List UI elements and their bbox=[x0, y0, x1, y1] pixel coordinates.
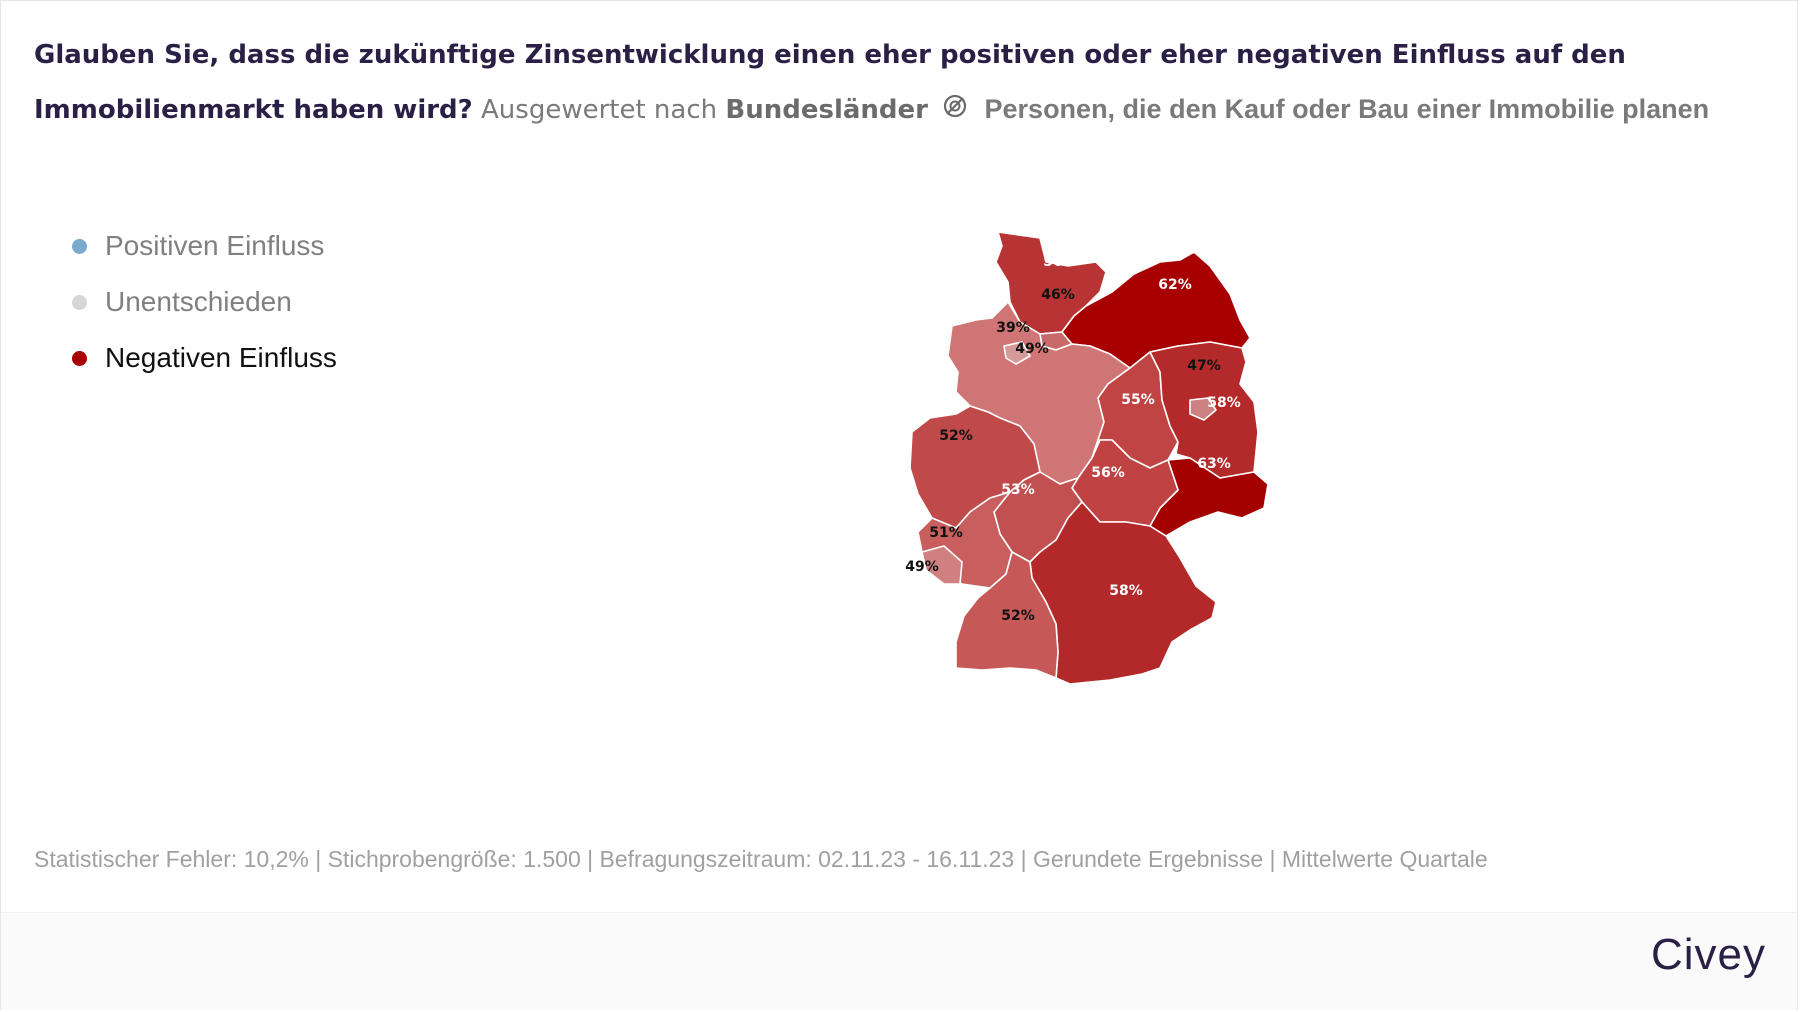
value-rheinland-pfalz: 51% bbox=[929, 525, 963, 541]
legend: Positiven Einfluss Unentschieden Negativ… bbox=[72, 218, 337, 386]
legend-item-negative[interactable]: Negativen Einfluss bbox=[72, 330, 337, 386]
value-schleswig-holstein: 56% bbox=[1043, 254, 1077, 270]
footer-bar bbox=[1, 912, 1797, 1010]
region-saarland[interactable] bbox=[921, 545, 963, 585]
footnote: Statistischer Fehler: 10,2% | Stichprobe… bbox=[34, 846, 1488, 872]
value-bayern: 58% bbox=[1109, 583, 1143, 599]
filter-text[interactable]: Personen, die den Kauf oder Bau einer Im… bbox=[984, 94, 1710, 124]
region-bremen[interactable] bbox=[1003, 341, 1031, 365]
legend-item-undecided[interactable]: Unentschieden bbox=[72, 274, 337, 330]
value-brandenburg: 58% bbox=[1207, 395, 1241, 411]
filter-icon bbox=[942, 84, 968, 138]
value-niedersachsen: 49% bbox=[1015, 341, 1049, 357]
value-nordrhein-westfalen: 52% bbox=[939, 428, 973, 444]
legend-dot bbox=[72, 350, 87, 366]
value-sachsen-anhalt: 55% bbox=[1121, 392, 1155, 408]
legend-dot bbox=[72, 238, 87, 254]
grouping-label: Ausgewertet nach bbox=[481, 95, 718, 125]
chart-header: Glauben Sie, dass die zukünftige Zinsent… bbox=[34, 28, 1764, 138]
region-value-labels: 56% 46% 62% 39% 49% 47% 58% 55% 52% 63% … bbox=[905, 254, 1241, 624]
legend-item-positive[interactable]: Positiven Einfluss bbox=[72, 218, 337, 274]
legend-dot bbox=[72, 294, 87, 310]
value-baden-wuerttemberg: 52% bbox=[1001, 608, 1035, 624]
grouping-value[interactable]: Bundesländer bbox=[725, 95, 928, 125]
region-berlin[interactable] bbox=[1189, 397, 1217, 421]
germany-map: 56% 46% 62% 39% 49% 47% 58% 55% 52% 63% … bbox=[905, 231, 1269, 685]
value-bremen: 39% bbox=[996, 320, 1030, 336]
question-text: Glauben Sie, dass die zukünftige Zinsent… bbox=[34, 40, 1626, 125]
legend-label: Positiven Einfluss bbox=[105, 230, 325, 261]
value-hamburg: 46% bbox=[1041, 287, 1075, 303]
value-saarland: 49% bbox=[905, 559, 939, 575]
value-berlin: 47% bbox=[1187, 358, 1221, 374]
legend-label: Unentschieden bbox=[105, 286, 292, 317]
value-sachsen: 63% bbox=[1197, 456, 1231, 472]
region-baden-wuerttemberg[interactable] bbox=[955, 551, 1059, 679]
value-hessen: 53% bbox=[1001, 482, 1035, 498]
brand-logo[interactable]: Civey bbox=[1650, 930, 1766, 979]
legend-label: Negativen Einfluss bbox=[105, 342, 337, 373]
value-mecklenburg-vorpommern: 62% bbox=[1158, 277, 1192, 293]
value-thueringen: 56% bbox=[1091, 465, 1125, 481]
